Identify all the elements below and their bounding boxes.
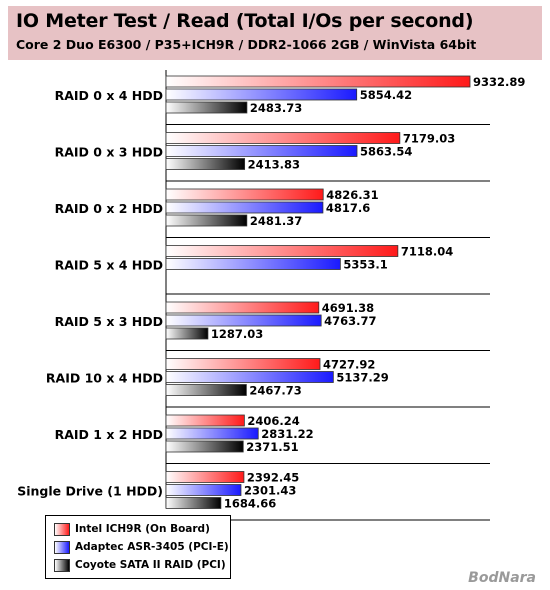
data-label: 1684.66	[224, 497, 276, 511]
bar-adaptec	[165, 88, 358, 101]
data-label: 1287.03	[211, 327, 263, 341]
data-label: 7179.03	[403, 132, 455, 146]
bar-coyote	[165, 158, 246, 170]
legend-label-coyote: Coyote SATA II RAID (PCI)	[75, 559, 226, 571]
bar-coyote	[165, 497, 222, 509]
data-label: 2467.73	[249, 384, 301, 398]
bar-coyote	[165, 214, 248, 227]
bar-adaptec	[165, 314, 322, 327]
legend-swatch-adaptec	[54, 540, 70, 554]
bar-intel	[165, 414, 245, 427]
bar-adaptec	[165, 427, 259, 440]
legend-item-intel: Intel ICH9R (On Board)	[54, 521, 210, 537]
data-label: 2392.45	[247, 471, 299, 485]
category-label: RAID 5 x 3 HDD	[55, 314, 163, 329]
bar-coyote	[165, 440, 244, 453]
data-label: 2483.73	[250, 101, 302, 115]
bar-coyote	[165, 384, 247, 396]
bar-adaptec	[165, 145, 358, 157]
data-label: 2371.51	[246, 440, 298, 454]
data-label: 4826.31	[326, 188, 378, 202]
bar-coyote	[165, 101, 248, 114]
category-label: RAID 10 x 4 HDD	[46, 371, 163, 386]
data-label: 5353.1	[343, 258, 387, 272]
bar-adaptec	[165, 484, 242, 496]
bar-intel	[165, 188, 324, 201]
data-label: 4763.77	[324, 314, 376, 328]
data-label: 5137.29	[336, 371, 388, 385]
data-label: 2406.24	[247, 414, 299, 428]
data-label: 4727.92	[323, 358, 375, 372]
category-label: RAID 0 x 2 HDD	[55, 201, 163, 216]
legend-swatch-coyote	[54, 558, 70, 572]
data-label: 4817.6	[326, 201, 370, 215]
category-label: Single Drive (1 HDD)	[17, 484, 163, 499]
bar-adaptec	[165, 371, 334, 383]
category-label: RAID 5 x 4 HDD	[55, 258, 163, 273]
data-label: 5854.42	[360, 88, 412, 102]
chart-subtitle: Core 2 Duo E6300 / P35+ICH9R / DDR2-1066…	[16, 37, 477, 52]
bar-intel	[165, 75, 471, 88]
watermark-logo: BodNara	[468, 570, 536, 586]
bar-intel	[165, 245, 399, 257]
legend-label-adaptec: Adaptec ASR-3405 (PCI-E)	[75, 541, 229, 553]
bar-intel	[165, 132, 401, 144]
chart-legend: Intel ICH9R (On Board) Adaptec ASR-3405 …	[45, 515, 231, 579]
data-label: 2831.22	[261, 427, 313, 441]
bar-intel	[165, 471, 245, 483]
legend-item-coyote: Coyote SATA II RAID (PCI)	[54, 557, 226, 573]
category-label: RAID 0 x 4 HDD	[55, 88, 163, 103]
data-label: 2301.43	[244, 484, 296, 498]
legend-swatch-intel	[54, 522, 70, 536]
chart-title: IO Meter Test / Read (Total I/Os per sec…	[16, 10, 474, 32]
legend-item-adaptec: Adaptec ASR-3405 (PCI-E)	[54, 539, 229, 555]
data-label: 9332.89	[473, 75, 525, 89]
data-label: 2413.83	[248, 158, 300, 172]
data-label: 5863.54	[360, 145, 412, 159]
legend-label-intel: Intel ICH9R (On Board)	[75, 523, 210, 535]
bar-adaptec	[165, 201, 324, 214]
bar-coyote	[165, 327, 209, 340]
category-label: RAID 0 x 3 HDD	[55, 145, 163, 160]
data-label: 2481.37	[250, 214, 302, 228]
chart-header: IO Meter Test / Read (Total I/Os per sec…	[8, 6, 542, 60]
bar-intel	[165, 301, 320, 314]
category-label: RAID 1 x 2 HDD	[55, 427, 163, 442]
bar-intel	[165, 358, 321, 370]
bar-adaptec	[165, 258, 341, 270]
data-label: 7118.04	[401, 245, 453, 259]
data-label: 4691.38	[322, 301, 374, 315]
